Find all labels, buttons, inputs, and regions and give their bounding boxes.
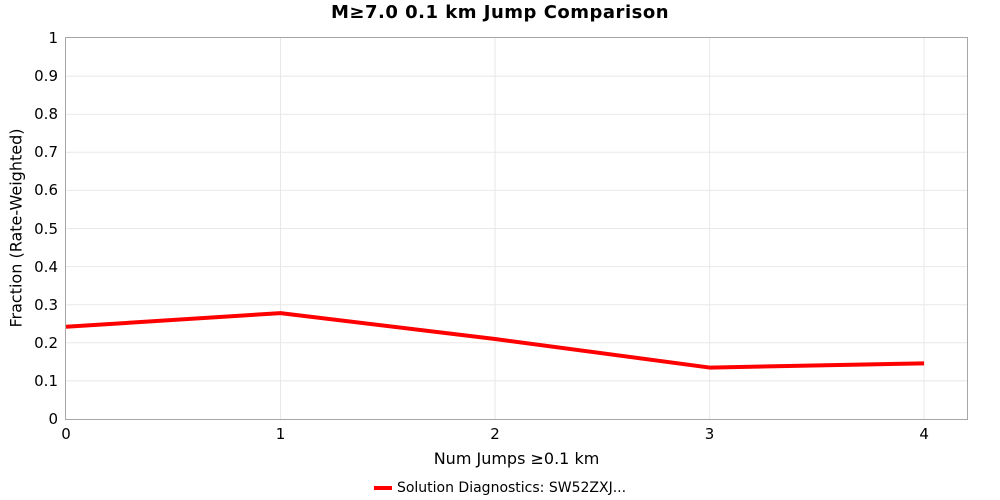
plot-area	[65, 37, 968, 420]
y-tick-label: 0.7	[34, 143, 58, 162]
y-tick-label: 0.3	[34, 295, 58, 314]
x-tick-label: 3	[704, 425, 715, 443]
legend: Solution Diagnostics: SW52ZXJ...	[0, 480, 1000, 496]
y-tick-label: 0.8	[34, 105, 58, 124]
plot-canvas	[66, 38, 967, 419]
x-tick-label: 4	[919, 425, 929, 443]
x-tick-label: 1	[275, 425, 286, 443]
y-tick-label: 0.5	[34, 219, 58, 238]
y-tick-label: 1	[48, 29, 58, 47]
chart-title: M≥7.0 0.1 km Jump Comparison	[330, 2, 670, 23]
y-tick-label: 0	[48, 410, 58, 428]
x-tick-label: 2	[490, 425, 500, 443]
series-line	[66, 311, 925, 370]
legend-label: Solution Diagnostics: SW52ZXJ...	[396, 480, 627, 496]
x-axis-label: Num Jumps ≥0.1 km	[433, 449, 600, 468]
y-tick-label: 0.6	[34, 181, 58, 200]
y-tick-label: 0.1	[34, 371, 58, 390]
y-tick-label: 0.2	[34, 333, 58, 352]
x-tick-label: 0	[61, 425, 71, 443]
y-tick-label: 0.4	[34, 257, 58, 276]
legend-line-swatch-icon	[373, 486, 392, 490]
y-tick-label: 0.9	[34, 67, 58, 86]
